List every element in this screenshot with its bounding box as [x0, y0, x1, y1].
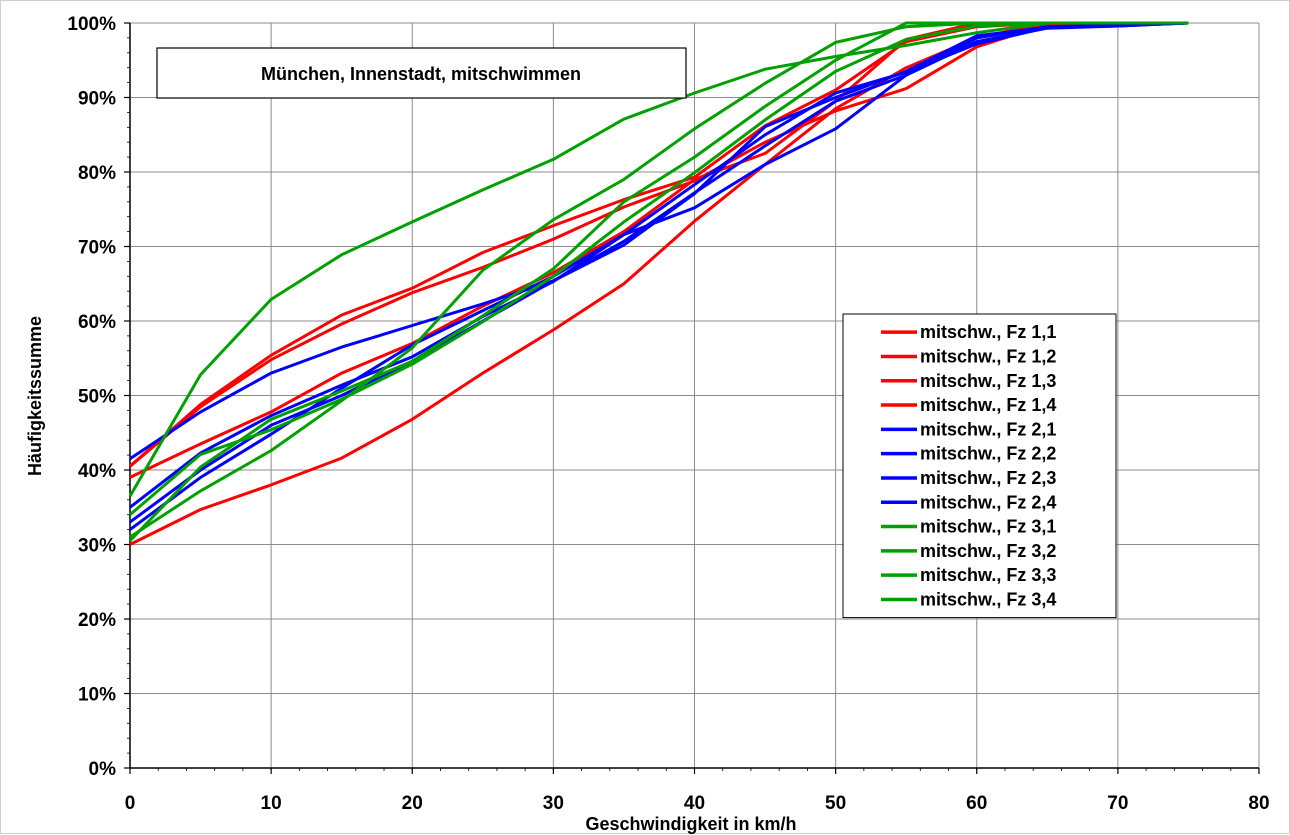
x-tick-label: 60	[966, 793, 987, 814]
x-tick-label: 20	[402, 793, 423, 814]
y-tick-label: 80%	[78, 163, 116, 184]
x-tick-label: 70	[1107, 793, 1128, 814]
y-tick-label: 20%	[78, 610, 116, 631]
axis-layer: 0% 10% 20% 30% 40% 50% 60% 70% 80% 90% 100% 0 10 20 30…	[67, 14, 1269, 814]
title-box: München, Innenstadt, mitschwimmen	[156, 47, 687, 99]
legend-item-label: mitschw., Fz 1,4	[920, 395, 1056, 415]
y-axis-title: Häufigkeitssumme	[25, 316, 45, 476]
series-line-6	[129, 21, 1189, 509]
y-tick-label: 30%	[78, 536, 116, 557]
legend-item-label: mitschw., Fz 1,2	[920, 346, 1056, 366]
legend-box	[842, 313, 1117, 619]
legend-item-label: mitschw., Fz 2,1	[920, 419, 1056, 439]
x-tick-label: 80	[1248, 793, 1269, 814]
chart-title: München, Innenstadt, mitschwimmen	[261, 64, 581, 84]
legend-item-label: mitschw., Fz 3,4	[920, 589, 1056, 609]
series-line-12	[128, 21, 1189, 542]
y-tick-label: 40%	[78, 461, 116, 482]
x-tick-label: 0	[125, 793, 136, 814]
y-tick-label: 90%	[78, 89, 116, 110]
series-line-9	[128, 21, 1189, 497]
y-tick-label: 10%	[78, 685, 116, 706]
x-tick-label: 30	[543, 793, 564, 814]
series-layer	[128, 21, 1189, 546]
y-tick-label: 70%	[78, 238, 116, 259]
x-axis-title: Geschwindigkeit in km/h	[585, 814, 796, 834]
y-tick-label: 50%	[78, 387, 116, 408]
legend: mitschw., Fz 1,1 mitschw., Fz 1,2 mitschw.…	[842, 313, 1117, 619]
legend-item-label: mitschw., Fz 2,3	[920, 468, 1056, 488]
x-tick-label: 10	[261, 793, 282, 814]
y-tick-label: 100%	[67, 14, 116, 35]
legend-item-label: mitschw., Fz 1,1	[920, 322, 1056, 342]
y-tick-label: 60%	[78, 312, 116, 333]
legend-item-label: mitschw., Fz 2,2	[920, 444, 1056, 464]
y-tick-label: 0%	[89, 759, 117, 780]
legend-item-label: mitschw., Fz 1,3	[920, 371, 1056, 391]
x-tick-label: 50	[825, 793, 846, 814]
x-tick-label: 40	[684, 793, 705, 814]
legend-item-label: mitschw., Fz 3,2	[920, 541, 1056, 561]
legend-item-label: mitschw., Fz 3,3	[920, 565, 1056, 585]
title-box-border	[156, 47, 687, 99]
series-line-8	[129, 21, 1189, 531]
legend-item-label: mitschw., Fz 2,4	[920, 492, 1056, 512]
legend-item-label: mitschw., Fz 3,1	[920, 517, 1056, 537]
